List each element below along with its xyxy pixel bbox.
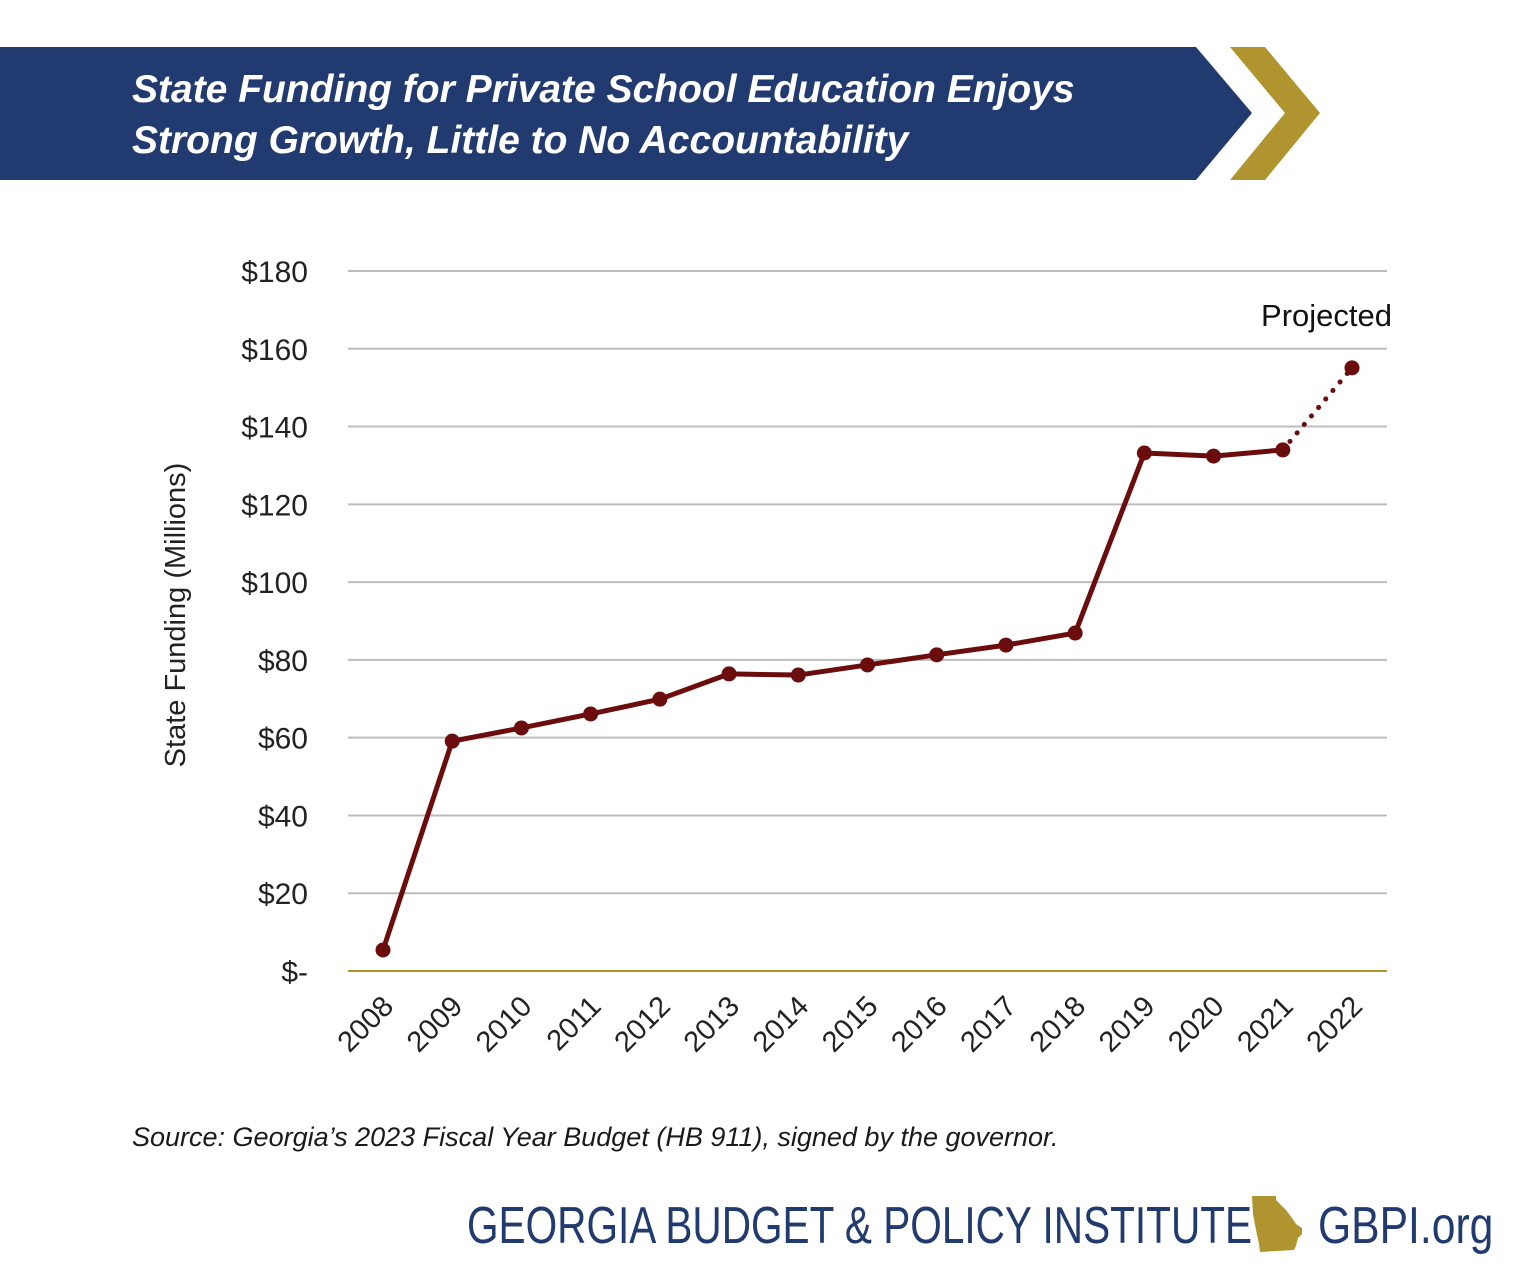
page-title: State Funding for Private School Educati… [132,64,1075,166]
x-tick-labels: 2008 2009 2010 2011 2012 2013 2014 2015 2016 2017… [332,990,1369,1058]
data-point-2015 [860,657,875,673]
data-point-2014 [790,667,806,683]
title-line-1: State Funding for Private School Educati… [132,68,1075,111]
y-tick-label: $- [281,956,308,989]
x-tick-label: 2014 [747,990,815,1058]
data-point-2010 [513,720,529,736]
y-tick-label: $140 [241,412,308,445]
footer-url: GBPI.org [1318,1197,1494,1255]
header-banner [0,47,1320,180]
data-point-2008 [375,942,391,958]
title-line-2: Strong Growth, Little to No Accountabili… [132,119,909,162]
footer-org-name: GEORGIA BUDGET & POLICY INSTITUTE [467,1197,1253,1255]
x-tick-label: 2016 [885,990,953,1058]
y-tick-label: $80 [258,645,308,678]
data-point-2022 [1344,360,1360,376]
y-tick-label: $60 [258,723,308,756]
data-points [375,360,1360,958]
data-point-2011 [583,706,599,722]
data-point-2012 [652,691,668,707]
data-point-2016 [929,647,945,663]
x-tick-label: 2011 [541,990,608,1057]
data-point-2020 [1206,448,1222,464]
x-tick-label: 2022 [1301,990,1369,1058]
x-tick-label: 2015 [816,990,884,1058]
chevron-icon [1230,47,1320,180]
x-tick-label: 2009 [401,990,469,1058]
series-line-actual [380,447,1284,951]
georgia-state-icon [1252,1196,1302,1252]
x-tick-label: 2010 [470,990,538,1058]
y-tick-label: $20 [258,878,308,911]
y-tick-label: $180 [241,256,308,289]
banner-shape [0,47,1252,180]
y-tick-label: $120 [241,489,308,522]
x-tick-label: 2017 [955,990,1023,1058]
x-tick-label: 2020 [1162,990,1230,1058]
data-point-2019 [1136,445,1152,461]
y-tick-label: $100 [241,567,308,600]
y-tick-label: $160 [241,334,308,367]
y-tick-labels: $- $20 $40 $60 $80 $100 $120 $140 $160 $180 [241,256,308,989]
y-tick-label: $40 [258,800,308,833]
data-point-2017 [998,637,1014,653]
x-tick-label: 2018 [1024,990,1092,1058]
x-tick-label: 2013 [678,990,746,1058]
x-tick-label: 2008 [332,990,400,1058]
data-point-2013 [721,666,737,682]
projected-annotation: Projected [1261,298,1392,333]
series-line-projected [1280,365,1355,453]
y-axis-label: State Funding (Millions) [160,463,192,768]
gridlines [348,270,1387,972]
data-point-2021 [1275,442,1291,458]
data-point-2018 [1067,625,1083,641]
data-point-2009 [444,733,460,749]
x-tick-label: 2012 [609,990,677,1058]
x-tick-label: 2019 [1093,990,1161,1058]
x-tick-label: 2021 [1231,990,1299,1058]
series-lines [380,365,1355,951]
source-note: Source: Georgia’s 2023 Fiscal Year Budge… [132,1122,1059,1152]
